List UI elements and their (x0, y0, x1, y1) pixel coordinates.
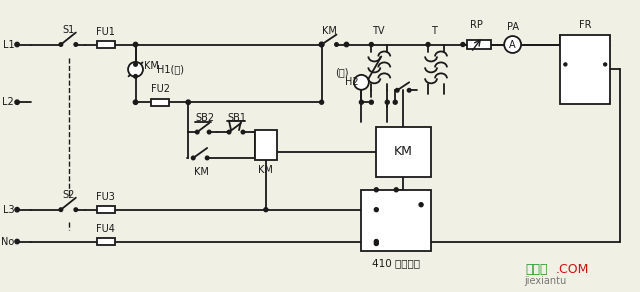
Circle shape (74, 43, 77, 46)
Circle shape (59, 208, 63, 211)
Text: L2: L2 (3, 97, 14, 107)
Circle shape (134, 74, 138, 78)
Text: H1(绿): H1(绿) (157, 64, 184, 74)
Text: KM: KM (394, 145, 413, 159)
Circle shape (319, 42, 324, 47)
Bar (561, 34, 610, 104)
Text: TV: TV (372, 26, 385, 36)
Text: jiexiantu: jiexiantu (524, 276, 566, 286)
Text: T: T (431, 26, 437, 36)
Circle shape (369, 100, 373, 104)
Circle shape (374, 188, 378, 192)
Circle shape (74, 208, 77, 211)
Circle shape (264, 208, 268, 212)
Text: KM: KM (144, 61, 159, 72)
Text: FU1: FU1 (96, 27, 115, 36)
Bar (97, 206, 115, 213)
Bar (97, 238, 115, 245)
Circle shape (191, 156, 195, 160)
Circle shape (15, 100, 19, 105)
Text: SB1: SB1 (227, 113, 246, 123)
Circle shape (369, 43, 373, 46)
Circle shape (335, 43, 339, 46)
Circle shape (394, 188, 398, 192)
Text: S2: S2 (63, 190, 75, 200)
Text: 410 型毫秒表: 410 型毫秒表 (372, 258, 420, 268)
Text: KM: KM (259, 165, 273, 175)
Circle shape (241, 130, 244, 134)
Circle shape (426, 43, 430, 46)
Circle shape (504, 36, 521, 53)
Text: KM: KM (322, 26, 337, 36)
Text: FU3: FU3 (96, 192, 115, 202)
Text: H2: H2 (344, 77, 358, 87)
Circle shape (319, 42, 324, 47)
Circle shape (15, 239, 19, 244)
Circle shape (396, 88, 399, 92)
Circle shape (133, 100, 138, 105)
Circle shape (15, 208, 19, 212)
Text: L1: L1 (3, 39, 14, 50)
Circle shape (374, 239, 378, 244)
Text: (红): (红) (335, 67, 348, 77)
Circle shape (186, 100, 191, 105)
Text: L3: L3 (3, 205, 14, 215)
Bar (152, 99, 170, 106)
Circle shape (227, 130, 231, 134)
Bar (467, 39, 491, 49)
Circle shape (393, 100, 397, 104)
Text: S1: S1 (63, 25, 75, 34)
Circle shape (205, 156, 209, 160)
Circle shape (604, 63, 607, 66)
Text: .COM: .COM (556, 263, 589, 276)
Circle shape (320, 43, 323, 46)
Circle shape (408, 88, 411, 92)
Text: FU4: FU4 (96, 224, 115, 234)
Circle shape (360, 100, 364, 104)
Text: 接线图: 接线图 (525, 263, 548, 276)
Circle shape (385, 100, 389, 104)
Text: FR: FR (579, 20, 591, 29)
Circle shape (354, 75, 369, 90)
Circle shape (319, 100, 324, 104)
Circle shape (207, 130, 211, 134)
Text: KM: KM (194, 167, 209, 177)
Circle shape (564, 63, 567, 66)
Circle shape (15, 42, 19, 47)
Text: A: A (509, 39, 516, 50)
Circle shape (461, 43, 465, 46)
Circle shape (374, 241, 378, 246)
Circle shape (374, 208, 378, 212)
Bar (362, 190, 431, 251)
Text: SB2: SB2 (196, 113, 215, 123)
Circle shape (133, 42, 138, 47)
Circle shape (344, 42, 349, 47)
Text: FU2: FU2 (151, 84, 170, 94)
Circle shape (419, 203, 423, 207)
Bar (255, 130, 277, 160)
Circle shape (195, 130, 199, 134)
Bar (376, 127, 431, 177)
Text: PA: PA (507, 22, 518, 32)
Circle shape (59, 43, 63, 46)
Text: RP: RP (470, 20, 483, 29)
Circle shape (128, 62, 143, 77)
Text: No: No (1, 237, 14, 246)
Bar (97, 41, 115, 48)
Circle shape (134, 62, 138, 66)
